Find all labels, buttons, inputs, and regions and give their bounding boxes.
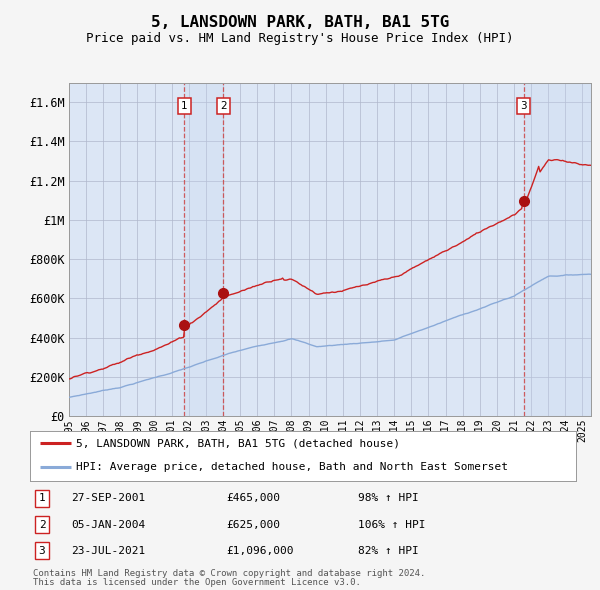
Text: Price paid vs. HM Land Registry's House Price Index (HPI): Price paid vs. HM Land Registry's House …	[86, 32, 514, 45]
Text: 2: 2	[220, 101, 227, 111]
Text: 3: 3	[38, 546, 46, 556]
Text: 23-JUL-2021: 23-JUL-2021	[71, 546, 145, 556]
Text: £625,000: £625,000	[227, 520, 281, 529]
Text: 2: 2	[38, 520, 46, 529]
Text: 3: 3	[520, 101, 527, 111]
Text: 1: 1	[181, 101, 188, 111]
Text: 98% ↑ HPI: 98% ↑ HPI	[358, 493, 418, 503]
Text: 05-JAN-2004: 05-JAN-2004	[71, 520, 145, 529]
Text: £1,096,000: £1,096,000	[227, 546, 294, 556]
Text: 5, LANSDOWN PARK, BATH, BA1 5TG (detached house): 5, LANSDOWN PARK, BATH, BA1 5TG (detache…	[76, 438, 400, 448]
Bar	[524, 83, 591, 416]
Bar	[184, 83, 223, 416]
Text: £465,000: £465,000	[227, 493, 281, 503]
Text: 1: 1	[38, 493, 46, 503]
Text: 5, LANSDOWN PARK, BATH, BA1 5TG: 5, LANSDOWN PARK, BATH, BA1 5TG	[151, 15, 449, 30]
Text: 82% ↑ HPI: 82% ↑ HPI	[358, 546, 418, 556]
Text: Contains HM Land Registry data © Crown copyright and database right 2024.: Contains HM Land Registry data © Crown c…	[33, 569, 425, 578]
Text: HPI: Average price, detached house, Bath and North East Somerset: HPI: Average price, detached house, Bath…	[76, 462, 508, 472]
Text: 27-SEP-2001: 27-SEP-2001	[71, 493, 145, 503]
Text: This data is licensed under the Open Government Licence v3.0.: This data is licensed under the Open Gov…	[33, 578, 361, 587]
Text: 106% ↑ HPI: 106% ↑ HPI	[358, 520, 425, 529]
